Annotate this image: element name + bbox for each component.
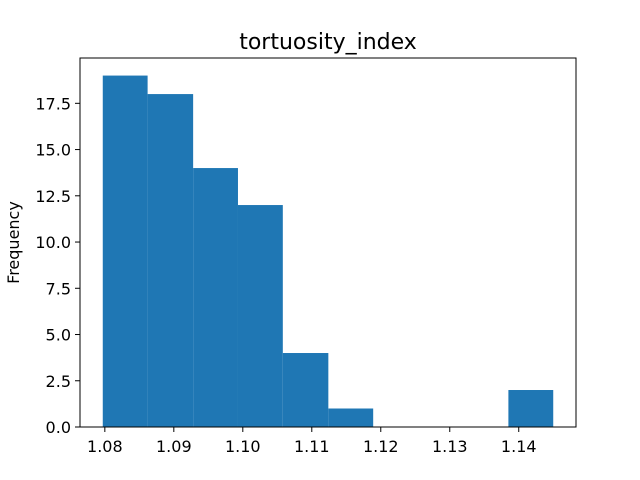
y-axis-label: Frequency (4, 201, 23, 284)
y-tick-label: 10.0 (35, 233, 71, 252)
histogram-bar (193, 168, 238, 428)
y-tick-label: 2.5 (46, 372, 71, 391)
y-axis: 0.0 2.5 5.0 7.5 10.0 12.5 15.0 17.5 (35, 94, 80, 437)
x-tick-label: 1.12 (363, 437, 399, 456)
y-tick-label: 15.0 (35, 141, 71, 160)
y-tick-label: 0.0 (46, 418, 71, 437)
x-axis: 1.08 1.09 1.10 1.11 1.12 1.13 1.14 (87, 427, 537, 456)
histogram-bar (282, 353, 329, 427)
bars-group (102, 75, 554, 428)
x-tick-label: 1.08 (87, 437, 123, 456)
x-tick-label: 1.13 (432, 437, 468, 456)
histogram-bar (328, 408, 374, 427)
x-tick-label: 1.09 (156, 437, 192, 456)
histogram-bar (102, 75, 148, 428)
y-tick-label: 12.5 (35, 187, 71, 206)
histogram-bar (237, 205, 283, 427)
x-tick-label: 1.11 (294, 437, 330, 456)
x-tick-label: 1.10 (225, 437, 261, 456)
histogram-bar (508, 390, 554, 427)
y-tick-label: 17.5 (35, 94, 71, 113)
chart-title: tortuosity_index (239, 30, 417, 55)
histogram-bar (147, 94, 194, 427)
y-tick-label: 5.0 (46, 326, 71, 345)
y-tick-label: 7.5 (46, 279, 71, 298)
x-tick-label: 1.14 (501, 437, 537, 456)
